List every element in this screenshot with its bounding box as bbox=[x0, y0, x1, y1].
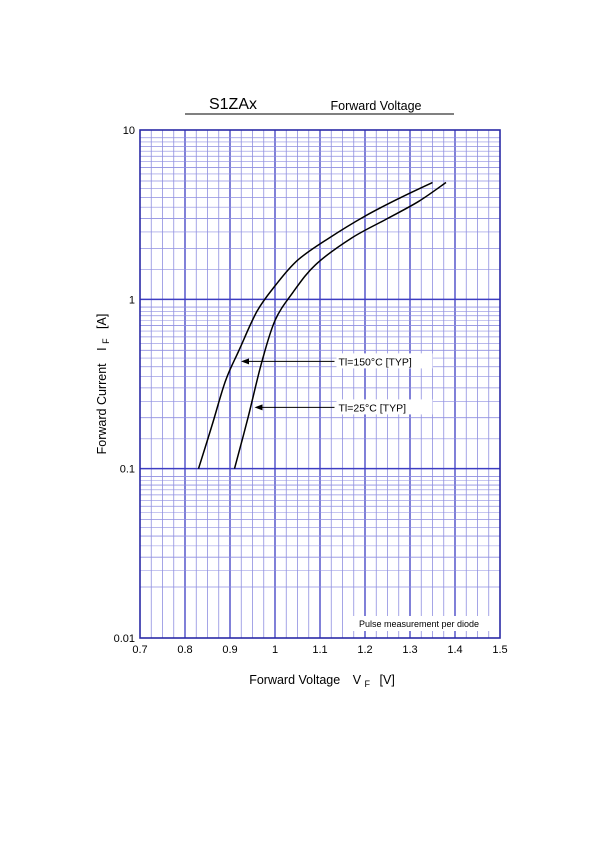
annotation-label-bg bbox=[336, 353, 433, 369]
x-tick-label: 1.4 bbox=[447, 644, 462, 656]
chart-title: S1ZAx bbox=[209, 96, 257, 113]
grid bbox=[140, 130, 500, 638]
annotations: Tl=150°C [TYP] Tl=25°C [TYP] bbox=[241, 353, 433, 415]
y-tick-label: 10 bbox=[123, 125, 135, 137]
series-line-25c bbox=[233, 181, 447, 469]
x-tick-label: 1.1 bbox=[312, 644, 327, 656]
x-axis-label-name: Forward Voltage bbox=[249, 673, 340, 687]
x-tick-label: 0.9 bbox=[222, 644, 237, 656]
x-tick-label: 1.3 bbox=[402, 644, 417, 656]
note-text: Pulse measurement per diode bbox=[359, 619, 479, 629]
x-tick-label: 1 bbox=[272, 644, 278, 656]
x-axis-label-unit: [V] bbox=[380, 673, 395, 687]
chart-subtitle: Forward Voltage bbox=[330, 99, 421, 113]
y-tick-labels: 0.01 0.1 1 10 bbox=[114, 125, 135, 645]
x-axis-label-subscript: F bbox=[365, 679, 371, 689]
y-tick-label: 0.1 bbox=[120, 464, 135, 476]
y-axis-label: Forward Current I F [A] bbox=[95, 314, 112, 455]
annotation-label-150c: Tl=150°C [TYP] bbox=[339, 356, 412, 368]
x-tick-label: 1.2 bbox=[357, 644, 372, 656]
x-tick-labels: 0.7 0.8 0.9 1 1.1 1.2 1.3 1.4 1.5 bbox=[132, 644, 507, 656]
y-tick-label: 0.01 bbox=[114, 633, 135, 645]
x-tick-label: 1.5 bbox=[492, 644, 507, 656]
x-tick-label: 0.7 bbox=[132, 644, 147, 656]
note-box bbox=[345, 616, 493, 631]
x-axis-label: Forward Voltage V F [V] bbox=[249, 673, 395, 690]
y-axis-label-unit: [A] bbox=[95, 314, 109, 329]
y-axis-label-subscript: F bbox=[101, 338, 111, 344]
curves bbox=[197, 181, 447, 469]
annotation-arrow-head bbox=[254, 404, 263, 411]
y-axis-label-name: Forward Current bbox=[95, 363, 109, 455]
series-line-150c bbox=[197, 181, 433, 469]
y-axis-label-symbol: I bbox=[95, 347, 109, 350]
annotation-label-25c: Tl=25°C [TYP] bbox=[339, 402, 407, 414]
annotation-arrow-head bbox=[241, 358, 249, 365]
y-tick-label: 1 bbox=[129, 294, 135, 306]
plot-frame bbox=[139, 129, 501, 639]
x-axis-label-symbol: V bbox=[353, 673, 362, 687]
annotation-label-bg bbox=[336, 399, 433, 415]
x-tick-label: 0.8 bbox=[177, 644, 192, 656]
